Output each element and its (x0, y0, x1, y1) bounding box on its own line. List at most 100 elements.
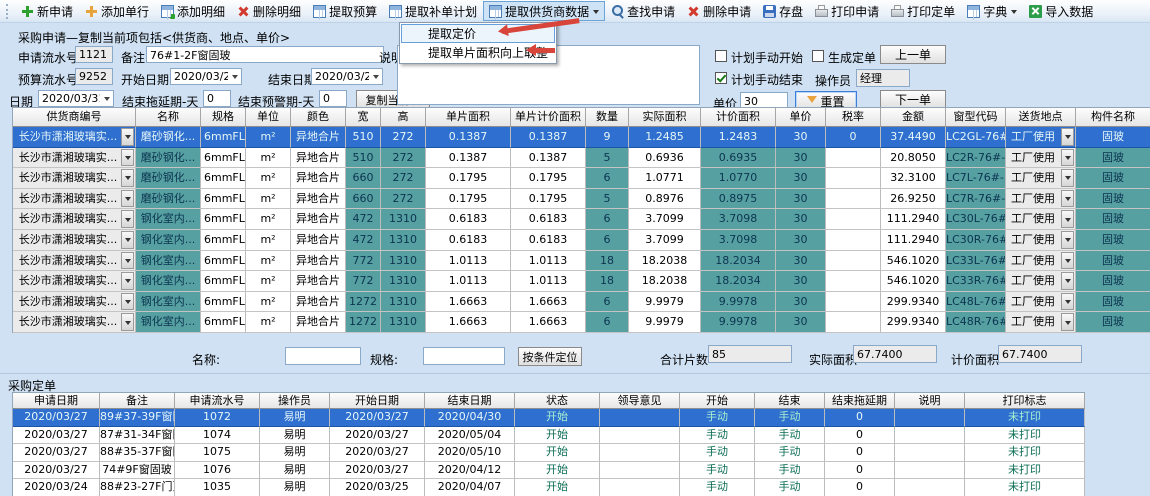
item-row[interactable]: 长沙市潇湘玻璃实...磨砂钢化...6mmFLE...m²异地合片6602720… (13, 188, 1150, 210)
column-header[interactable]: 数量 (586, 108, 629, 127)
chevron-down-icon[interactable] (1061, 230, 1074, 249)
item-row[interactable]: 长沙市潇湘玻璃实... 钢化室内...6mmFLE...m²异地合片7721310… (13, 250, 1150, 272)
chevron-down-icon[interactable] (1061, 313, 1074, 331)
column-header[interactable]: 规格 (201, 108, 246, 127)
column-header[interactable]: 供货商编号 (13, 108, 136, 127)
budget-input[interactable] (75, 68, 113, 85)
column-header[interactable]: 结束拖延期 (825, 393, 895, 409)
order-row[interactable]: 2020/03/27 74#9F窗固玻 1076 易明 2020/03/27 2020/0… (13, 461, 1085, 480)
toolbar-button[interactable]: 添加明细 (155, 1, 231, 21)
locate-by-condition-button[interactable]: 按条件定位 (518, 347, 582, 366)
filter-spec-input[interactable] (423, 347, 505, 365)
warn-input[interactable] (319, 90, 347, 107)
manual-start-checkbox[interactable] (715, 50, 727, 62)
toolbar-button[interactable]: 字典 (961, 1, 1023, 21)
chevron-down-icon[interactable] (121, 251, 134, 270)
chevron-down-icon[interactable] (228, 71, 241, 82)
toolbar-button[interactable]: 打印定单 (885, 1, 961, 21)
toolbar-button[interactable]: 提取供货商数据 (483, 1, 606, 21)
column-header[interactable]: 申请流水号 (175, 393, 260, 409)
chevron-down-icon[interactable] (121, 272, 134, 290)
menu-item[interactable]: 提取单片面积向上取整 (428, 46, 549, 60)
order-row[interactable]: 2020/03/2787#31-34F窗固玻1074易明2020/03/2720… (13, 426, 1085, 445)
chevron-down-icon[interactable] (121, 169, 134, 187)
filter-name-input[interactable] (285, 347, 361, 365)
chevron-down-icon[interactable] (1061, 148, 1074, 167)
chevron-down-icon[interactable] (121, 292, 134, 311)
prev-order-button[interactable]: 上一单 (880, 45, 946, 64)
column-header[interactable]: 宽 (346, 108, 381, 127)
chevron-down-icon[interactable] (369, 71, 382, 82)
column-header[interactable]: 操作员 (260, 393, 330, 409)
column-header[interactable]: 单位 (246, 108, 291, 127)
column-header[interactable]: 颜色 (291, 108, 346, 127)
chevron-down-icon[interactable] (1061, 128, 1074, 146)
toolbar-button[interactable]: 导入数据 (1023, 1, 1099, 21)
column-header[interactable]: 说明 (895, 393, 965, 409)
item-row[interactable]: 长沙市潇湘玻璃实... 钢化室内...6mmFLE...m²异地合片4721310… (13, 209, 1150, 230)
column-header[interactable]: 结束日期 (425, 393, 515, 409)
chevron-down-icon[interactable] (121, 230, 134, 249)
chevron-down-icon[interactable] (1061, 292, 1074, 311)
toolbar-button[interactable]: 查找申请 (605, 1, 681, 21)
end-date-combo[interactable]: 2020/03/28 (311, 68, 383, 85)
item-row[interactable]: 长沙市潇湘玻璃实... 钢化室内...6mmFLE...m²异地合片7721310… (13, 271, 1150, 292)
column-header[interactable]: 状态 (515, 393, 600, 409)
operator-input[interactable] (856, 69, 910, 87)
item-row[interactable]: 长沙市潇湘玻璃实... 钢化室内...6mmFLE...m²异地合片4721310… (13, 229, 1150, 251)
column-header[interactable]: 申请日期 (13, 393, 100, 409)
unit-price-input[interactable] (740, 92, 788, 110)
manual-end-checkbox[interactable] (715, 72, 727, 84)
toolbar-button[interactable]: 打印申请 (809, 1, 885, 21)
chevron-down-icon[interactable] (121, 128, 134, 146)
column-header[interactable]: 计价面积 (701, 108, 776, 127)
chevron-down-icon[interactable] (1061, 251, 1074, 270)
delay-input[interactable] (203, 90, 231, 107)
chevron-down-icon[interactable] (1061, 169, 1074, 187)
column-header[interactable]: 开始日期 (330, 393, 425, 409)
column-header[interactable]: 名称 (136, 108, 201, 127)
serial-input[interactable] (75, 46, 113, 63)
item-row[interactable]: 长沙市潇湘玻璃实...磨砂钢化...6mmFLE...m²异地合片5102720… (13, 147, 1150, 169)
order-row[interactable]: 2020/03/2488#23-27F门页玻1035易明2020/03/2520… (13, 479, 1085, 496)
chevron-down-icon[interactable] (1061, 189, 1074, 208)
column-header[interactable]: 开始 (680, 393, 755, 409)
column-header[interactable]: 备注 (100, 393, 175, 409)
column-header[interactable]: 送货地点 (1006, 108, 1076, 127)
column-header[interactable]: 单片计价面积 (511, 108, 586, 127)
column-header[interactable]: 金额 (881, 108, 946, 127)
toolbar-button[interactable]: 删除申请 (681, 1, 757, 21)
column-header[interactable]: 单价 (776, 108, 826, 127)
item-row[interactable]: 长沙市潇湘玻璃实... 钢化室内...6mmFLE...m²异地合片1272131… (13, 291, 1150, 313)
toolbar-button[interactable]: 新申请 (15, 1, 79, 21)
item-row[interactable]: 长沙市潇湘玻璃实...磨砂钢化...6mmFLE...m²异地合片6602720… (13, 168, 1150, 189)
toolbar-button[interactable]: 存盘 (757, 1, 809, 21)
column-header[interactable]: 构件名称 (1076, 108, 1150, 127)
start-date-combo[interactable]: 2020/03/21 (170, 68, 242, 85)
chevron-down-icon[interactable] (100, 93, 113, 104)
chevron-down-icon[interactable] (121, 313, 134, 331)
column-header[interactable]: 实际面积 (629, 108, 701, 127)
order-row[interactable]: 2020/03/2789#37-39F窗固玻1072易明2020/03/2720… (13, 409, 1085, 427)
column-header[interactable]: 税率 (826, 108, 881, 127)
column-header[interactable]: 打印标志 (965, 393, 1085, 409)
next-order-button[interactable]: 下一单 (880, 90, 946, 109)
column-header[interactable]: 领导意见 (600, 393, 680, 409)
generate-order-checkbox[interactable] (812, 50, 824, 62)
item-row[interactable]: 长沙市潇湘玻璃实... 钢化室内...6mmFLE...m²异地合片1272131… (13, 312, 1150, 333)
note-input[interactable] (146, 46, 384, 63)
order-row[interactable]: 2020/03/2788#35-37F窗固玻1075易明2020/03/2720… (13, 444, 1085, 462)
column-header[interactable]: 单片面积 (426, 108, 511, 127)
toolbar-button[interactable]: 删除明细 (231, 1, 307, 21)
item-row[interactable]: 长沙市潇湘玻璃实...磨砂钢化...6mmFLE...m²异地合片5102720… (13, 127, 1150, 148)
column-header[interactable]: 结束 (755, 393, 825, 409)
column-header[interactable]: 高 (381, 108, 426, 127)
toolbar-button[interactable]: 提取预算 (307, 1, 383, 21)
chevron-down-icon[interactable] (121, 210, 134, 228)
date-combo[interactable]: 2020/03/31 (38, 90, 114, 107)
chevron-down-icon[interactable] (1061, 272, 1074, 290)
chevron-down-icon[interactable] (121, 148, 134, 167)
chevron-down-icon[interactable] (121, 189, 134, 208)
toolbar-button[interactable]: 提取补单计划 (383, 1, 483, 21)
toolbar-button[interactable]: 添加单行 (79, 1, 155, 21)
